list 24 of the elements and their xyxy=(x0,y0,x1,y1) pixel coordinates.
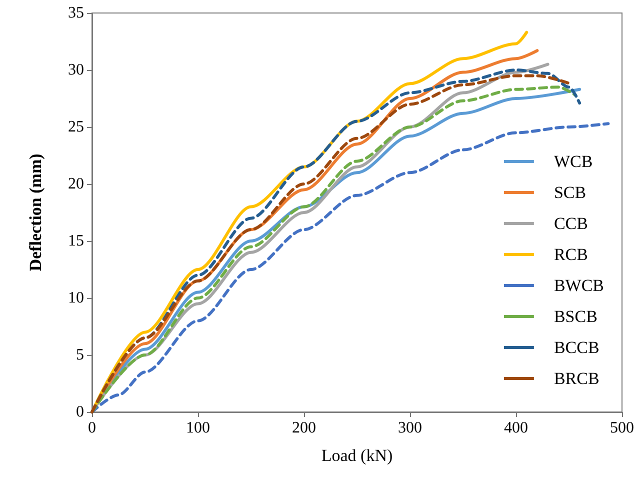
legend-label: BWCB xyxy=(554,276,604,295)
y-tick-label: 15 xyxy=(68,232,84,250)
x-tick-label: 500 xyxy=(610,420,634,436)
y-tick-label: 25 xyxy=(68,118,84,136)
x-tick-label: 100 xyxy=(186,420,210,436)
y-tick-label: 20 xyxy=(68,176,84,192)
x-tick-label: 400 xyxy=(504,420,528,436)
y-tick-label: 10 xyxy=(68,290,84,306)
y-axis-title: Deflection (mm) xyxy=(26,154,45,272)
y-tick-label: 0 xyxy=(76,404,84,420)
x-tick-label: 200 xyxy=(292,420,316,436)
y-tick-label: 35 xyxy=(68,4,84,22)
y-tick-label: 30 xyxy=(68,62,84,78)
legend-label: SCB xyxy=(554,183,586,202)
x-axis-title: Load (kN) xyxy=(321,446,393,465)
x-tick-label: 0 xyxy=(88,420,96,436)
y-tick-label: 5 xyxy=(76,346,84,364)
legend-label: BRCB xyxy=(554,369,600,388)
legend-label: BCCB xyxy=(554,338,600,357)
legend-label: WCB xyxy=(554,152,593,171)
legend-label: BSCB xyxy=(554,307,598,326)
legend-label: RCB xyxy=(554,245,588,264)
x-tick-label: 300 xyxy=(398,420,422,436)
legend-label: CCB xyxy=(554,214,588,233)
